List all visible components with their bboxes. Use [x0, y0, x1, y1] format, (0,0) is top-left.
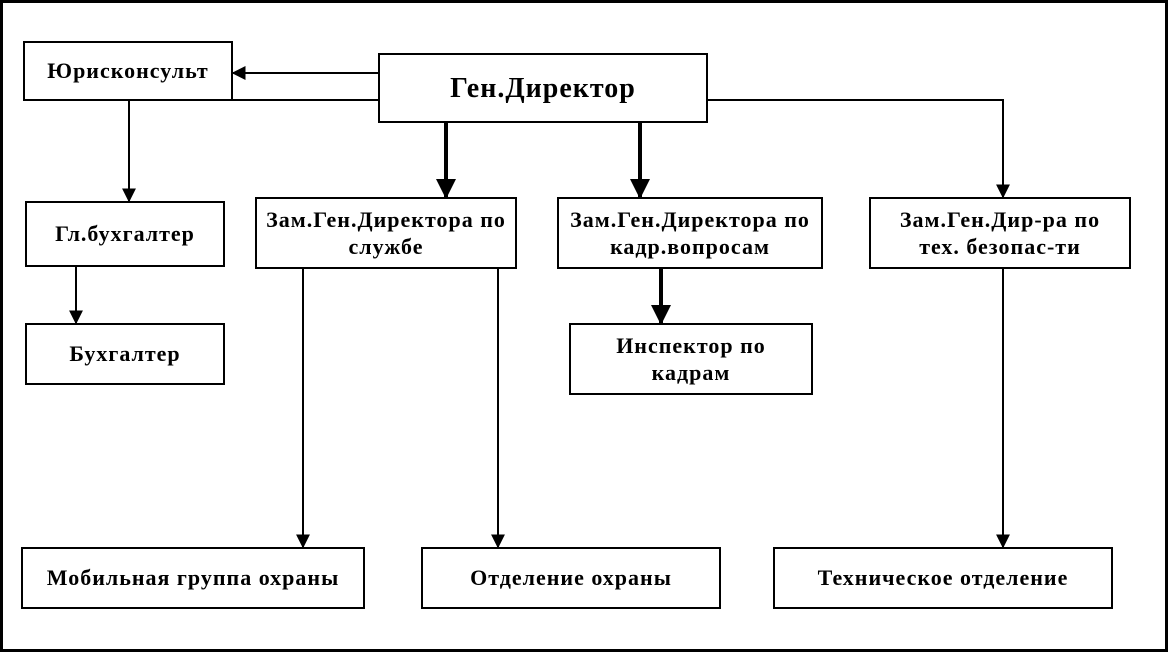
node-otdel_ohrany: Отделение охраны [421, 547, 721, 609]
edge-gendir-to-glbuh [129, 100, 378, 201]
node-legal: Юрисконсульт [23, 41, 233, 101]
org-chart-canvas: Юрисконсульт Ген.Директор Гл.бухгалтер Зам.… [0, 0, 1168, 652]
node-zam_tech: Зам.Ген.Дир-ра по тех. безопас-ти [869, 197, 1131, 269]
edge-gendir-to-zam_tech [708, 100, 1003, 197]
node-mobile: Мобильная группа охраны [21, 547, 365, 609]
node-tech_dept: Техническое отделение [773, 547, 1113, 609]
node-buh: Бухгалтер [25, 323, 225, 385]
node-zam_kadry: Зам.Ген.Директора по кадр.вопросам [557, 197, 823, 269]
node-zam_service: Зам.Ген.Директора по службе [255, 197, 517, 269]
node-inspector: Инспектор по кадрам [569, 323, 813, 395]
node-gendir: Ген.Директор [378, 53, 708, 123]
node-glbuh: Гл.бухгалтер [25, 201, 225, 267]
